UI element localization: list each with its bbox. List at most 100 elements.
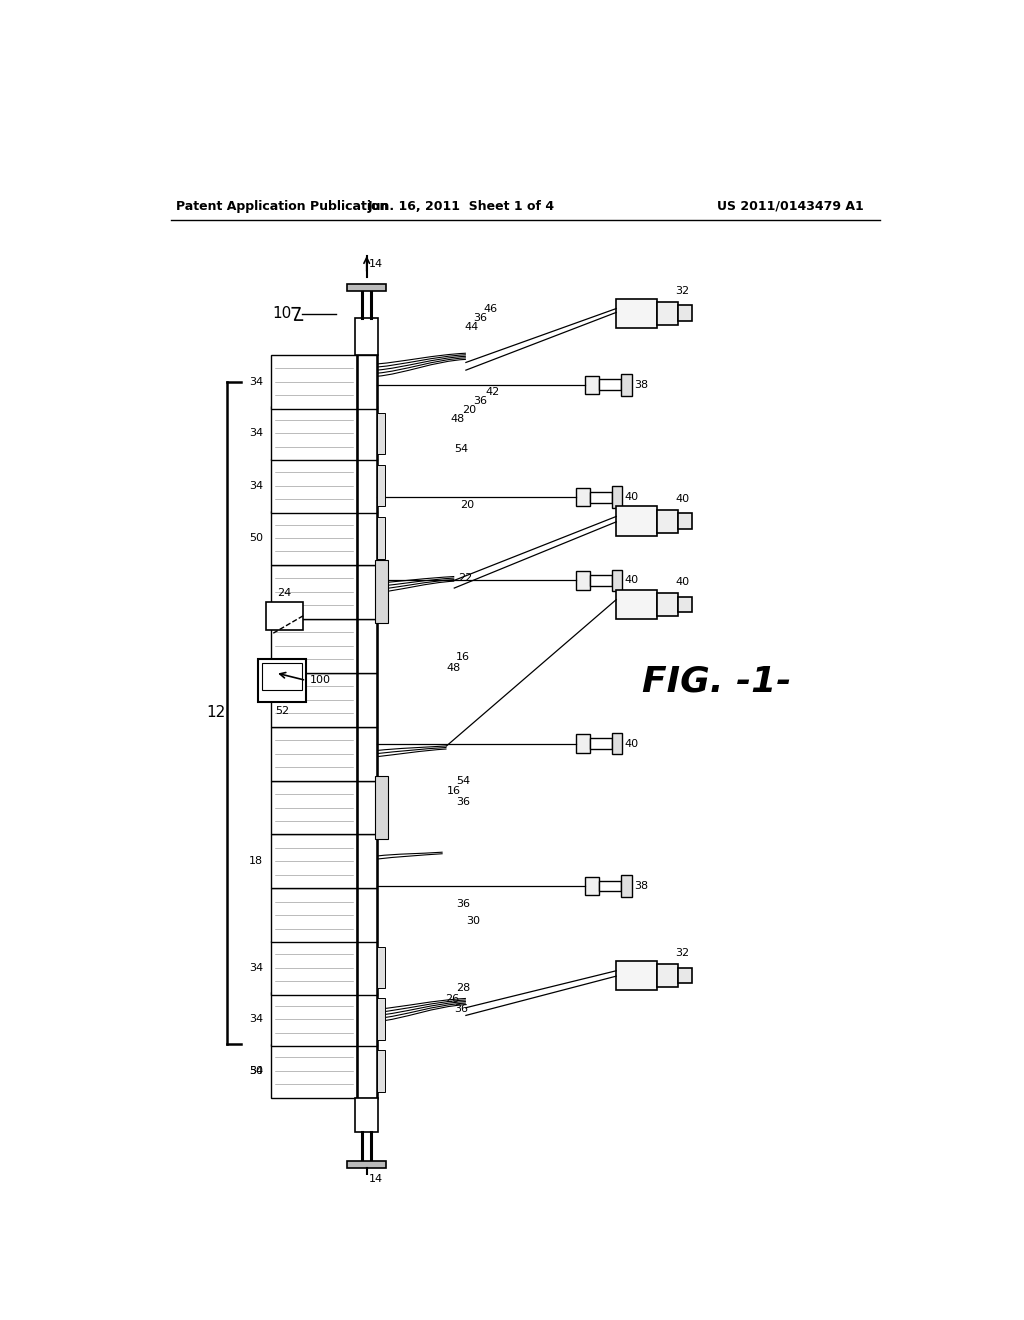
Text: 36: 36 (455, 1005, 468, 1014)
Bar (599, 880, 621, 891)
Text: 34: 34 (249, 480, 263, 491)
Bar (377, 998, 385, 1040)
Text: Patent Application Publication: Patent Application Publication (176, 199, 388, 213)
Text: 36: 36 (474, 313, 487, 323)
Bar (616, 298, 656, 327)
Text: 16: 16 (456, 652, 470, 663)
Text: 36: 36 (456, 797, 470, 807)
Text: 34: 34 (249, 1014, 263, 1024)
Bar (355, 1098, 378, 1133)
Bar (586, 876, 599, 895)
Text: 40: 40 (625, 739, 639, 748)
Bar (575, 488, 590, 507)
Bar (356, 941, 377, 995)
Bar (611, 487, 623, 508)
Bar (356, 780, 377, 834)
Bar (356, 888, 377, 942)
Text: 44: 44 (464, 322, 478, 333)
Text: 48: 48 (451, 413, 465, 424)
Bar (377, 1051, 385, 1092)
Bar (590, 576, 611, 586)
Text: 16: 16 (446, 787, 461, 796)
Bar (356, 993, 377, 1047)
Text: 14: 14 (369, 1175, 383, 1184)
Bar (355, 318, 378, 355)
Text: 40: 40 (675, 577, 689, 587)
Bar (678, 968, 692, 983)
Bar (271, 726, 356, 780)
Text: 40: 40 (625, 492, 639, 502)
Bar (356, 407, 377, 461)
Text: 30: 30 (466, 916, 480, 925)
Bar (347, 1162, 386, 1168)
Bar (586, 376, 599, 395)
Bar (347, 284, 386, 290)
Text: 34: 34 (249, 962, 263, 973)
Bar (271, 941, 356, 995)
Bar (678, 305, 692, 321)
Bar (356, 511, 377, 565)
Text: 34: 34 (249, 1065, 263, 1076)
Text: 46: 46 (483, 305, 498, 314)
Text: 22: 22 (458, 573, 472, 583)
Bar (356, 726, 377, 780)
Bar (356, 459, 377, 512)
Bar (656, 593, 678, 615)
Text: 24: 24 (278, 587, 292, 598)
Text: 36: 36 (456, 899, 470, 908)
Bar (616, 507, 656, 536)
Text: 40: 40 (625, 576, 639, 585)
Bar (590, 492, 611, 503)
Text: Jun. 16, 2011  Sheet 1 of 4: Jun. 16, 2011 Sheet 1 of 4 (368, 199, 555, 213)
Bar (621, 875, 632, 896)
Bar (377, 412, 385, 454)
Bar (616, 590, 656, 619)
Text: 54: 54 (456, 776, 470, 785)
Bar (356, 834, 377, 888)
Text: 48: 48 (446, 663, 461, 673)
Bar (377, 465, 385, 507)
Bar (271, 888, 356, 942)
Bar (258, 659, 306, 702)
Bar (575, 734, 590, 752)
Text: 32: 32 (675, 948, 689, 958)
Bar (616, 961, 656, 990)
Bar (271, 511, 356, 565)
Bar (656, 302, 678, 325)
Text: 52: 52 (275, 706, 290, 717)
Text: 12: 12 (207, 705, 226, 721)
Text: 40: 40 (675, 494, 689, 504)
Bar (611, 733, 623, 755)
Bar (375, 560, 388, 623)
Bar (375, 776, 388, 840)
Text: 100: 100 (309, 676, 331, 685)
Bar (678, 597, 692, 612)
Text: 38: 38 (634, 880, 648, 891)
Bar (656, 964, 678, 987)
Text: 32: 32 (675, 286, 689, 296)
Text: 34: 34 (249, 428, 263, 438)
Bar (271, 780, 356, 834)
Bar (356, 355, 377, 409)
Text: US 2011/0143479 A1: US 2011/0143479 A1 (717, 199, 864, 213)
Bar (621, 374, 632, 396)
Text: 50: 50 (249, 533, 263, 543)
Bar (271, 355, 356, 409)
Bar (271, 619, 356, 673)
Text: FIG. -1-: FIG. -1- (642, 665, 792, 700)
Text: 28: 28 (456, 983, 470, 994)
Bar (271, 1044, 356, 1098)
Text: 18: 18 (249, 857, 263, 866)
Bar (590, 738, 611, 748)
Text: 20: 20 (462, 405, 476, 416)
Bar (271, 459, 356, 512)
Bar (377, 946, 385, 989)
Bar (271, 993, 356, 1047)
Text: 50: 50 (249, 1065, 263, 1076)
Text: 20: 20 (461, 500, 474, 510)
Text: 42: 42 (485, 388, 500, 397)
Bar (271, 834, 356, 888)
Text: 10: 10 (271, 306, 291, 322)
Text: 54: 54 (455, 445, 468, 454)
Bar (266, 602, 303, 630)
